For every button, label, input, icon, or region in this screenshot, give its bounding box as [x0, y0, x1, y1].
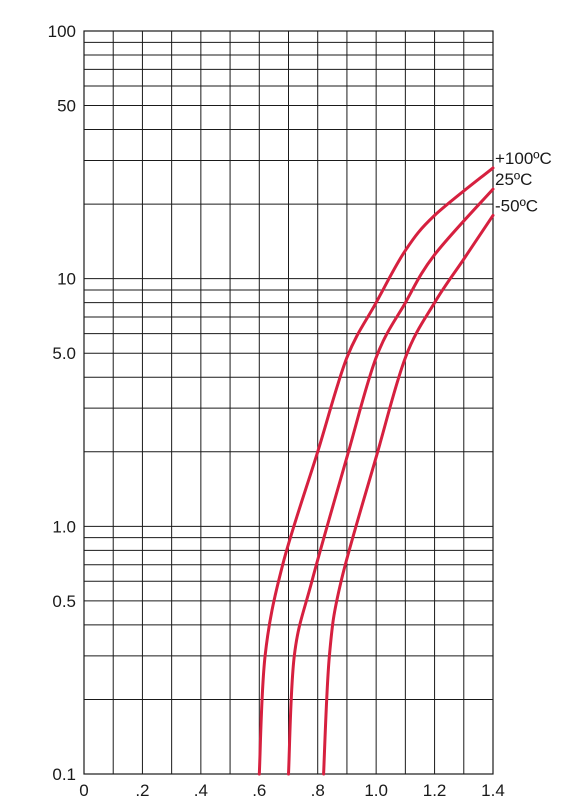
y-tick-labels: 0.1 0.5 1.0 5.0 10 50 100: [48, 22, 76, 784]
x-tick-label: .4: [194, 781, 208, 800]
y-tick-label: 0.1: [52, 765, 76, 784]
series-label: 25ºC: [495, 170, 532, 189]
x-tick-label: 1.4: [481, 781, 505, 800]
x-tick-label: .8: [311, 781, 325, 800]
curves: [257, 166, 495, 776]
series-label: +100ºC: [495, 149, 552, 168]
x-tick-label: .6: [252, 781, 266, 800]
x-tick-label: .2: [135, 781, 149, 800]
x-tick-label: 0: [79, 781, 88, 800]
series-labels: +100ºC 25ºC -50ºC: [495, 149, 552, 216]
y-tick-label: 10: [57, 270, 76, 289]
x-tick-labels: 0 .2 .4 .6 .8 1.0 1.2 1.4: [79, 781, 505, 800]
y-tick-label: 100: [48, 22, 76, 41]
x-tick-label: 1.2: [423, 781, 447, 800]
y-tick-label: 5.0: [52, 344, 76, 363]
grid: [83, 30, 494, 775]
y-tick-label: 50: [57, 97, 76, 116]
x-tick-label: 1.0: [364, 781, 388, 800]
series-line: [257, 166, 495, 776]
y-tick-label: 1.0: [52, 517, 76, 536]
series-line: [287, 187, 495, 776]
y-tick-label: 0.5: [52, 592, 76, 611]
series-label: -50ºC: [495, 196, 538, 215]
series-line: [322, 213, 495, 776]
